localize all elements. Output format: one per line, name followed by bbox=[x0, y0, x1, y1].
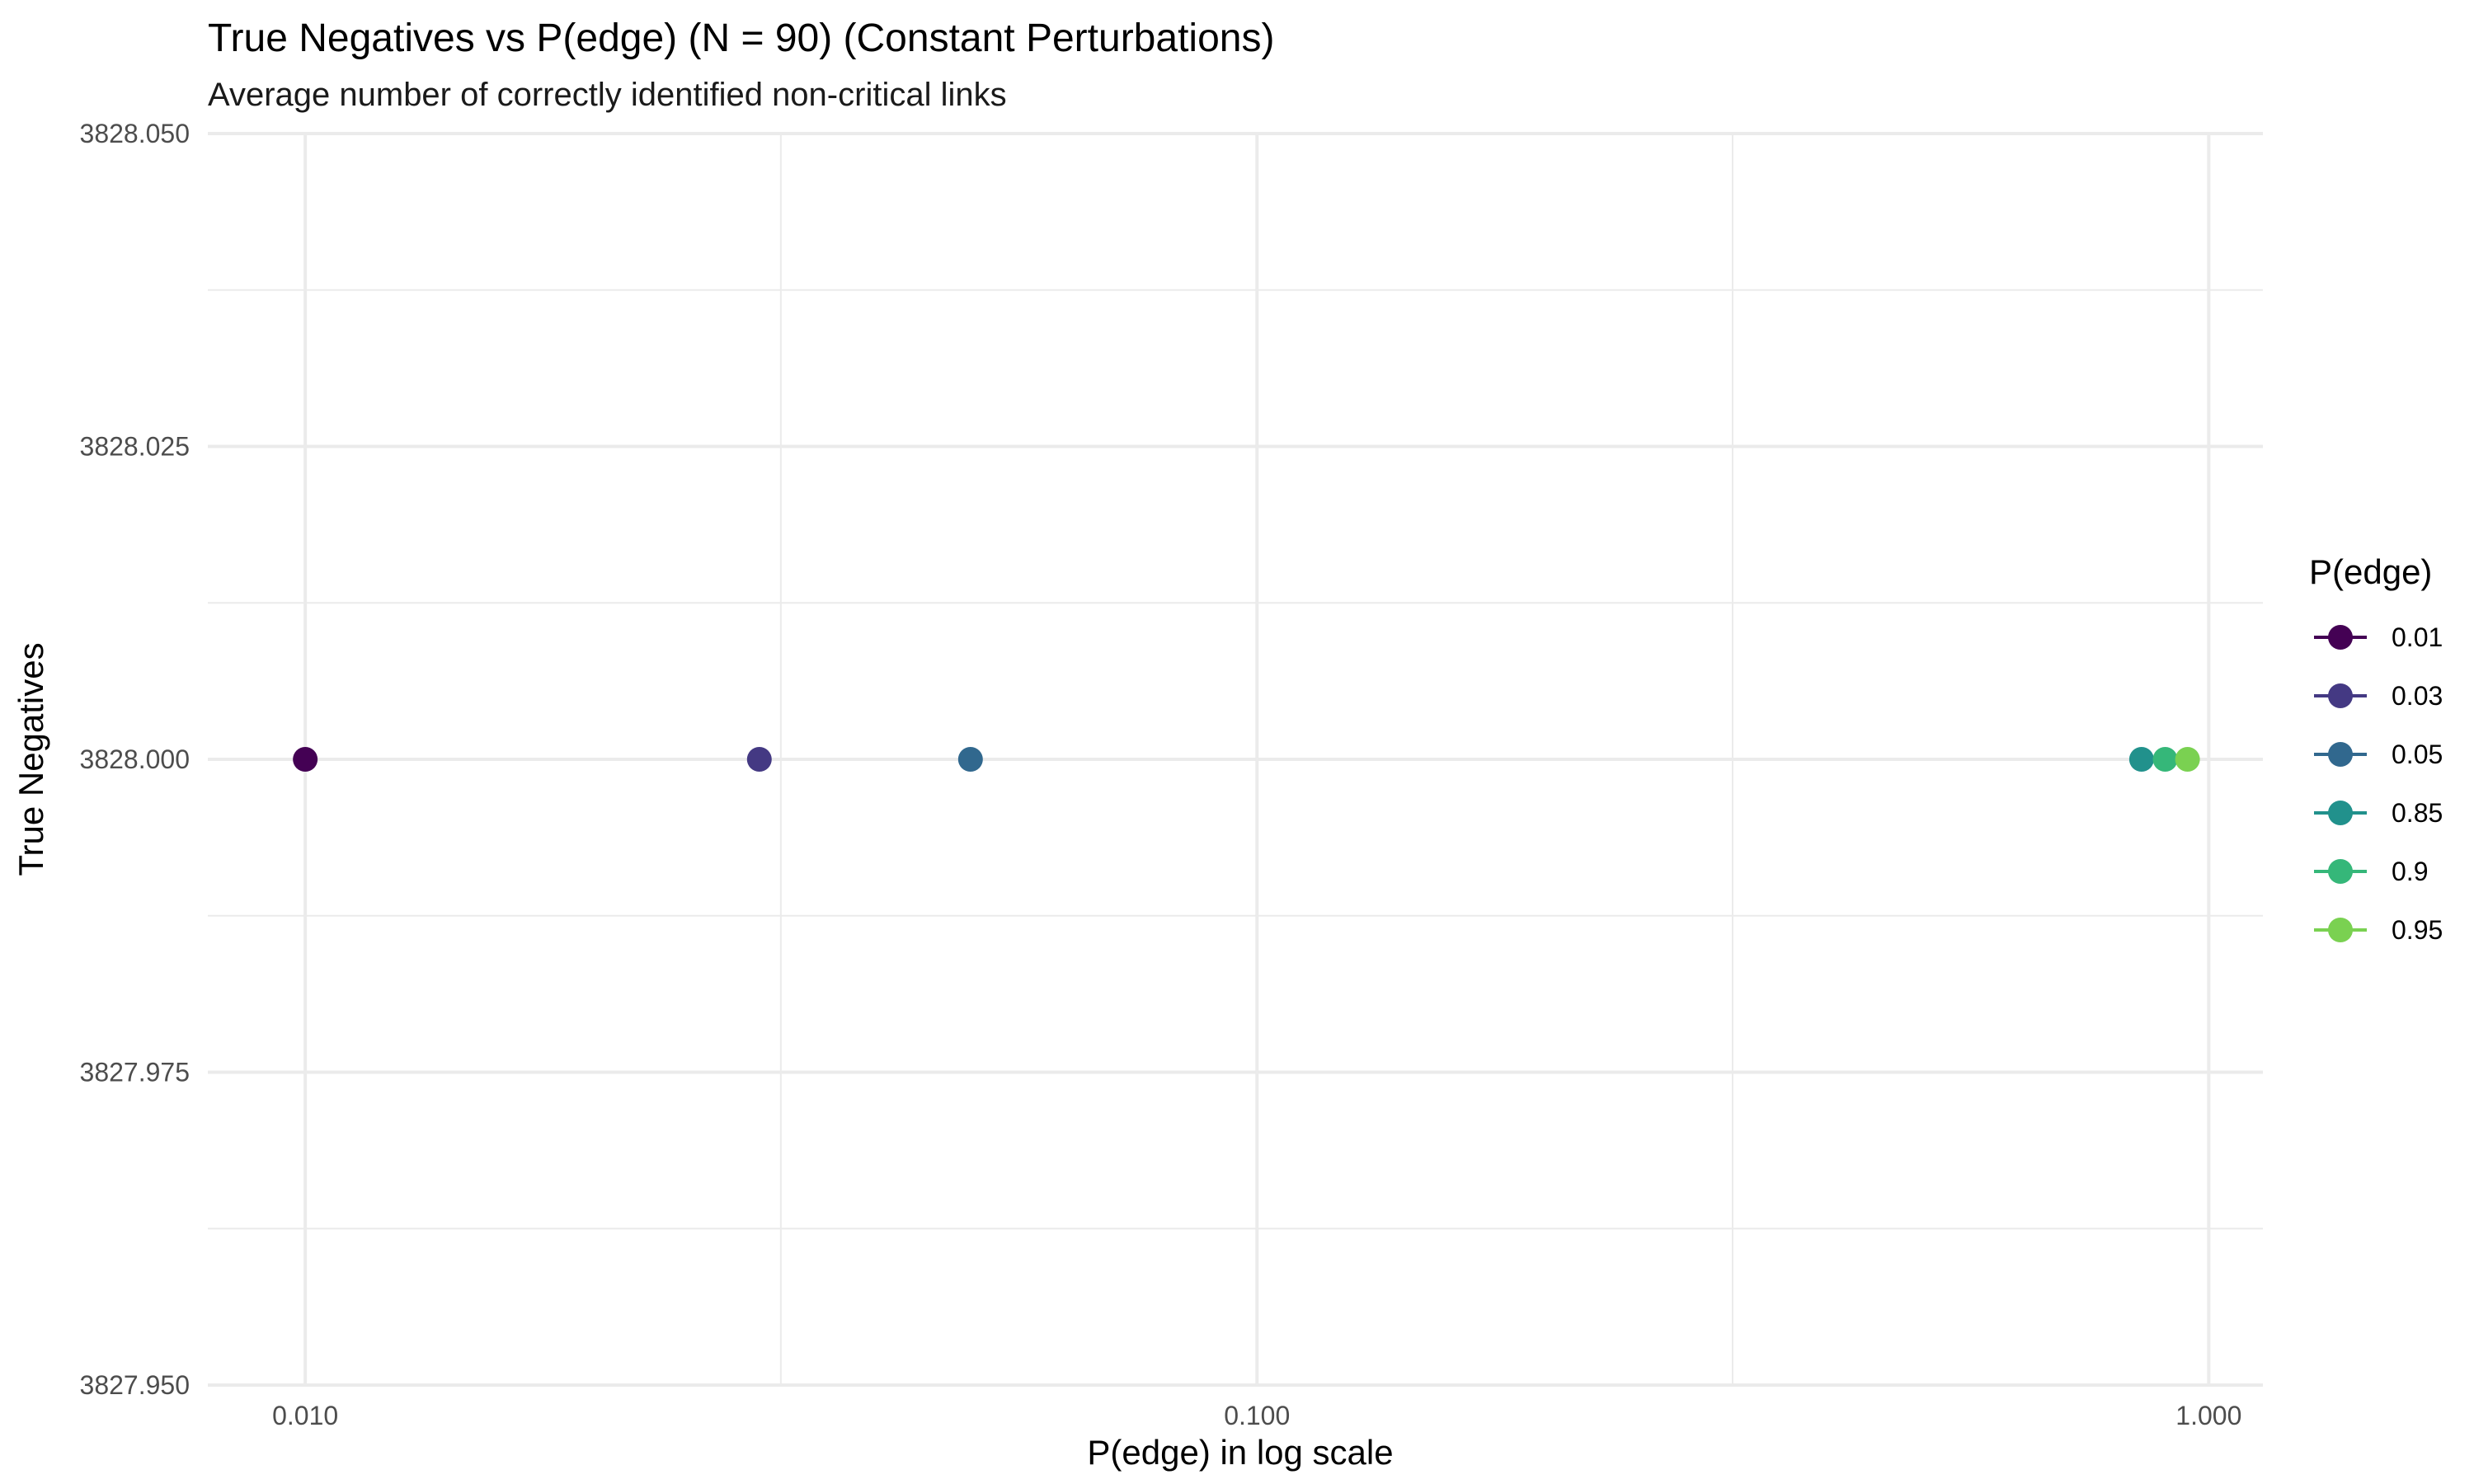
data-point bbox=[746, 747, 772, 772]
legend-item: 0.03 bbox=[2314, 681, 2443, 711]
legend-key-point bbox=[2328, 742, 2353, 767]
y-tick-label: 3827.975 bbox=[80, 1058, 190, 1087]
legend-item: 0.95 bbox=[2314, 915, 2443, 945]
y-tick-label: 3828.000 bbox=[80, 744, 190, 774]
legend-label: 0.85 bbox=[2392, 798, 2443, 828]
data-points bbox=[293, 747, 2200, 772]
chart-title: True Negatives vs P(edge) (N = 90) (Cons… bbox=[208, 16, 1274, 60]
grid bbox=[208, 132, 2263, 1387]
legend-item: 0.85 bbox=[2314, 798, 2443, 828]
legend-label: 0.9 bbox=[2392, 857, 2428, 886]
x-axis-title: P(edge) in log scale bbox=[1087, 1433, 1393, 1472]
legend-key-point bbox=[2328, 801, 2353, 825]
legend-label: 0.05 bbox=[2392, 740, 2443, 769]
legend-key-point bbox=[2328, 625, 2353, 650]
legend-key-point bbox=[2328, 918, 2353, 942]
axis-ticks: 3827.950 3827.975 3828.000 3828.025 3828.050… bbox=[80, 119, 2242, 1430]
legend-title: P(edge) bbox=[2309, 552, 2432, 591]
y-tick-label: 3828.050 bbox=[80, 119, 190, 148]
chart-subtitle: Average number of correctly identified n… bbox=[208, 77, 1007, 113]
x-tick-label: 0.100 bbox=[1224, 1401, 1290, 1430]
legend-label: 0.95 bbox=[2392, 915, 2443, 945]
data-point bbox=[293, 747, 318, 772]
data-point bbox=[2152, 747, 2178, 772]
x-tick-label: 1.000 bbox=[2175, 1401, 2241, 1430]
data-point bbox=[2175, 747, 2200, 772]
data-point bbox=[957, 747, 983, 772]
legend-item: 0.05 bbox=[2314, 740, 2443, 769]
x-tick-label: 0.010 bbox=[272, 1401, 338, 1430]
legend-key-point bbox=[2328, 683, 2353, 708]
y-tick-label: 3827.950 bbox=[80, 1370, 190, 1400]
legend-key-point bbox=[2328, 859, 2353, 884]
legend-label: 0.01 bbox=[2392, 622, 2443, 652]
legend-item: 0.9 bbox=[2314, 857, 2428, 886]
legend: P(edge) 0.01 0.03 0.05 0.85 0.9 0.95 bbox=[2309, 552, 2443, 945]
y-tick-label: 3828.025 bbox=[80, 432, 190, 462]
y-axis-title: True Negatives bbox=[12, 642, 50, 876]
legend-item: 0.01 bbox=[2314, 622, 2443, 652]
data-point bbox=[2128, 747, 2154, 772]
legend-label: 0.03 bbox=[2392, 681, 2443, 711]
